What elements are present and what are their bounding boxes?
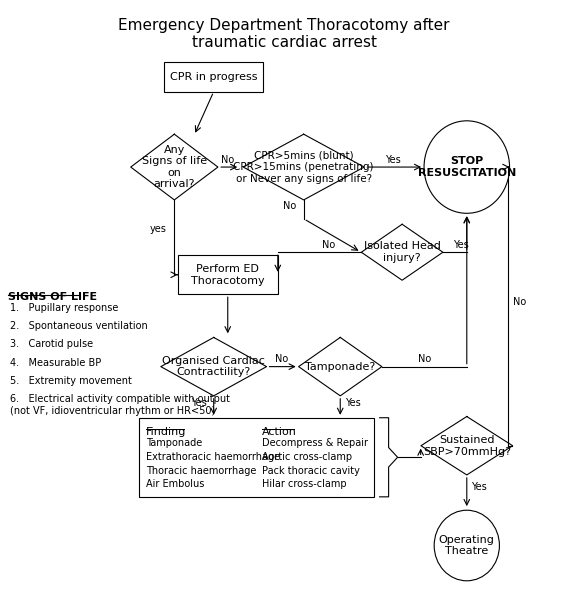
Text: Sustained
SBP>70mmHg?: Sustained SBP>70mmHg? xyxy=(423,435,511,457)
Text: Decompress & Repair
Aortic cross-clamp
Pack thoracic cavity
Hilar cross-clamp: Decompress & Repair Aortic cross-clamp P… xyxy=(261,438,367,489)
Text: STOP
RESUSCITATION: STOP RESUSCITATION xyxy=(417,156,516,178)
Circle shape xyxy=(434,510,499,581)
Text: Isolated Head
injury?: Isolated Head injury? xyxy=(364,241,441,263)
Text: CPR in progress: CPR in progress xyxy=(170,72,257,82)
Text: Yes: Yes xyxy=(471,482,486,492)
Text: Any
Signs of life
on
arrival?: Any Signs of life on arrival? xyxy=(142,145,207,190)
Text: Tamponade
Extrathoracic haemorrhage
Thoracic haemorrhage
Air Embolus: Tamponade Extrathoracic haemorrhage Thor… xyxy=(145,438,280,489)
Text: 5.   Extremity movement: 5. Extremity movement xyxy=(10,376,132,386)
Polygon shape xyxy=(299,338,382,396)
Text: No: No xyxy=(221,155,235,165)
Text: SIGNS OF LIFE: SIGNS OF LIFE xyxy=(9,292,98,302)
Text: Organised Cardiac
Contractility?: Organised Cardiac Contractility? xyxy=(162,356,265,378)
FancyBboxPatch shape xyxy=(139,418,374,497)
Text: Yes: Yes xyxy=(453,240,469,250)
Text: 2.   Spontaneous ventilation: 2. Spontaneous ventilation xyxy=(10,321,148,331)
Text: 1.   Pupillary response: 1. Pupillary response xyxy=(10,303,119,313)
Polygon shape xyxy=(361,224,443,280)
Text: No: No xyxy=(283,201,296,211)
Text: Operating
Theatre: Operating Theatre xyxy=(439,535,495,556)
Text: Yes: Yes xyxy=(191,398,206,408)
Text: No: No xyxy=(513,297,527,307)
Polygon shape xyxy=(421,416,513,475)
Text: Yes: Yes xyxy=(385,155,401,165)
Polygon shape xyxy=(243,134,364,200)
Polygon shape xyxy=(131,134,218,200)
Text: No: No xyxy=(418,354,431,364)
Text: Action: Action xyxy=(261,427,296,437)
FancyBboxPatch shape xyxy=(178,255,278,294)
Text: No: No xyxy=(323,240,336,250)
Text: Perform ED
Thoracotomy: Perform ED Thoracotomy xyxy=(191,264,265,286)
Text: yes: yes xyxy=(150,224,167,234)
Circle shape xyxy=(424,121,509,213)
Text: Yes: Yes xyxy=(345,398,361,408)
FancyBboxPatch shape xyxy=(165,63,263,91)
Text: 4.   Measurable BP: 4. Measurable BP xyxy=(10,357,101,368)
Text: Emergency Department Thoracotomy after
traumatic cardiac arrest: Emergency Department Thoracotomy after t… xyxy=(118,18,450,50)
Text: Finding: Finding xyxy=(145,427,186,437)
Text: Tamponade?: Tamponade? xyxy=(305,362,375,371)
Text: CPR>5mins (blunt)
CPR>15mins (penetrating)
or Never any signs of life?: CPR>5mins (blunt) CPR>15mins (penetratin… xyxy=(233,150,374,184)
Text: 3.   Carotid pulse: 3. Carotid pulse xyxy=(10,340,93,349)
Text: No: No xyxy=(275,354,289,364)
Text: 6.   Electrical activity compatible with output
(not VF, idioventricular rhythm : 6. Electrical activity compatible with o… xyxy=(10,394,230,416)
Polygon shape xyxy=(161,338,266,396)
